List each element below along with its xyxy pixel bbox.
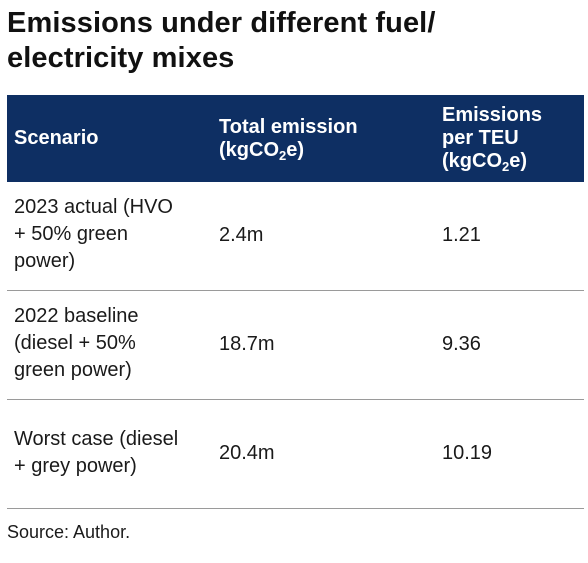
cell-total-emission: 2.4m <box>219 224 264 246</box>
cell-scenario: 2022 baseline (diesel + 50% green power) <box>14 305 139 381</box>
title-line-2: electricity mixes <box>7 42 235 74</box>
cell-per-teu: 1.21 <box>442 224 481 246</box>
cell-scenario: 2023 actual (HVO + 50% green power) <box>14 196 173 272</box>
cell-per-teu: 9.36 <box>442 333 481 355</box>
header-per-line-2: per TEU <box>442 127 519 149</box>
cell-total-emission: 18.7m <box>219 333 275 355</box>
cell-scenario: Worst case (diesel + grey power) <box>14 428 179 477</box>
header-total-unit: (kgCO2e) <box>219 139 305 163</box>
header-emissions-per-teu: Emissions per TEU (kgCO2e) <box>442 104 542 174</box>
table-row: 2023 actual (HVO + 50% green power) 2.4m… <box>7 182 584 291</box>
header-scenario: Scenario <box>14 127 99 149</box>
table-row: Worst case (diesel + grey power) 20.4m 1… <box>7 400 584 509</box>
header-total-emission: Total emission (kgCO2e) <box>219 116 358 163</box>
page-title: Emissions under different fuel/ electric… <box>7 6 567 76</box>
header-total-label: Total emission <box>219 116 358 138</box>
cell-total-emission: 20.4m <box>219 442 275 464</box>
table-header: Scenario Total emission (kgCO2e) Emissio… <box>7 95 584 182</box>
header-per-unit: (kgCO2e) <box>442 150 528 174</box>
emissions-table: Scenario Total emission (kgCO2e) Emissio… <box>7 95 584 509</box>
header-per-line-1: Emissions <box>442 104 543 126</box>
table-row: 2022 baseline (diesel + 50% green power)… <box>7 291 584 400</box>
cell-per-teu: 10.19 <box>442 442 493 464</box>
title-line-1: Emissions under different fuel/ <box>7 7 436 39</box>
source-note: Source: Author. <box>7 522 131 542</box>
